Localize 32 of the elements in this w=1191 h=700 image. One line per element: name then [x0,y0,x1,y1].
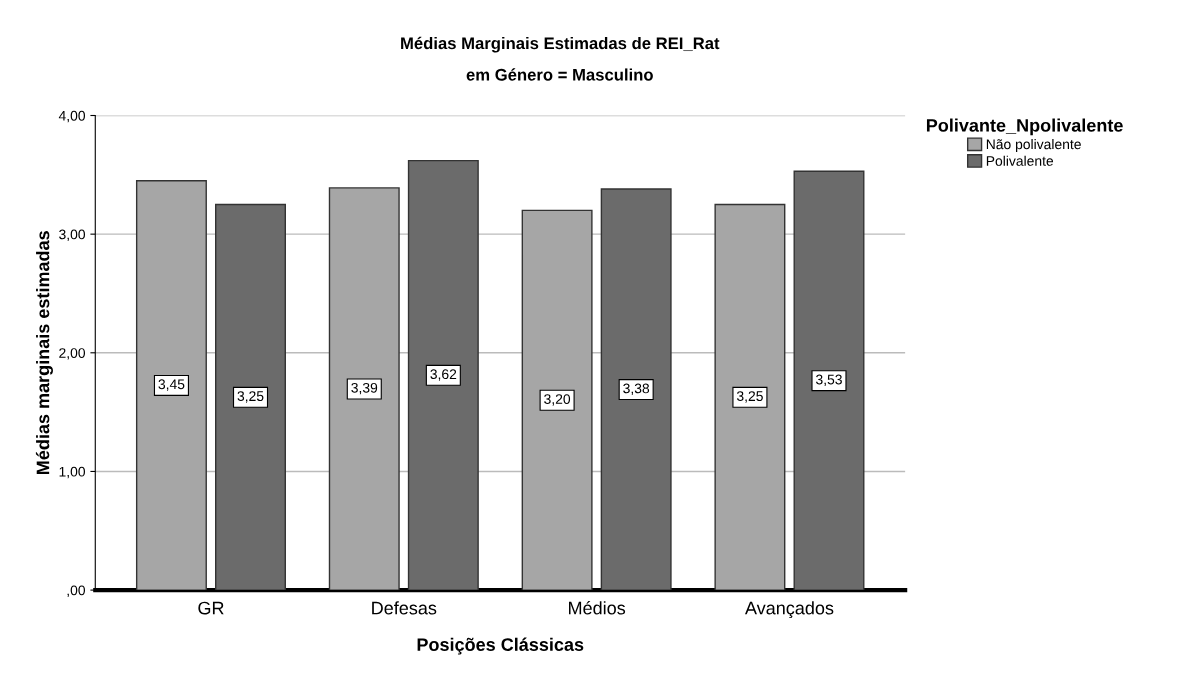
legend-label: Polivalente [986,155,1054,166]
legend-title: Polivante_Npolivalente [926,118,1123,136]
legend-label: Não polivalente [986,139,1081,152]
y-tick-label: 2,00 [59,348,86,360]
data-label: 3,38 [623,383,650,395]
data-label: 3,53 [816,374,842,387]
x-tick-label: Defesas [372,601,437,615]
bar [793,170,865,591]
bar [521,209,593,591]
chart-subtitle: em Género = Masculino [466,68,653,81]
bar [714,203,786,591]
data-label: 3,39 [351,382,378,395]
bar [135,180,207,591]
y-tick-label: 1,00 [59,466,86,479]
data-label: 3,25 [736,391,763,403]
x-tick-label: GR [198,601,224,615]
y-tick-label: 4,00 [58,110,86,123]
x-tick-label: Avançados [744,601,834,619]
bar [215,203,286,591]
chart-title: Médias Marginais Estimadas de REI_Rat [401,36,720,53]
data-label: 3,62 [430,369,457,381]
x-tick-label: Médios [569,601,626,615]
bar [407,159,479,591]
y-tick-label: ,00 [67,585,86,597]
x-axis-title: Posições Clássicas [417,637,584,655]
y-axis-title: Médias marginais estimadas [35,231,53,475]
data-label: 3,25 [237,391,264,403]
bar [328,187,400,591]
data-label: 3,45 [158,379,185,391]
y-tick-label: 3,00 [59,229,86,241]
bar [600,188,672,591]
data-label: 3,20 [544,394,571,406]
